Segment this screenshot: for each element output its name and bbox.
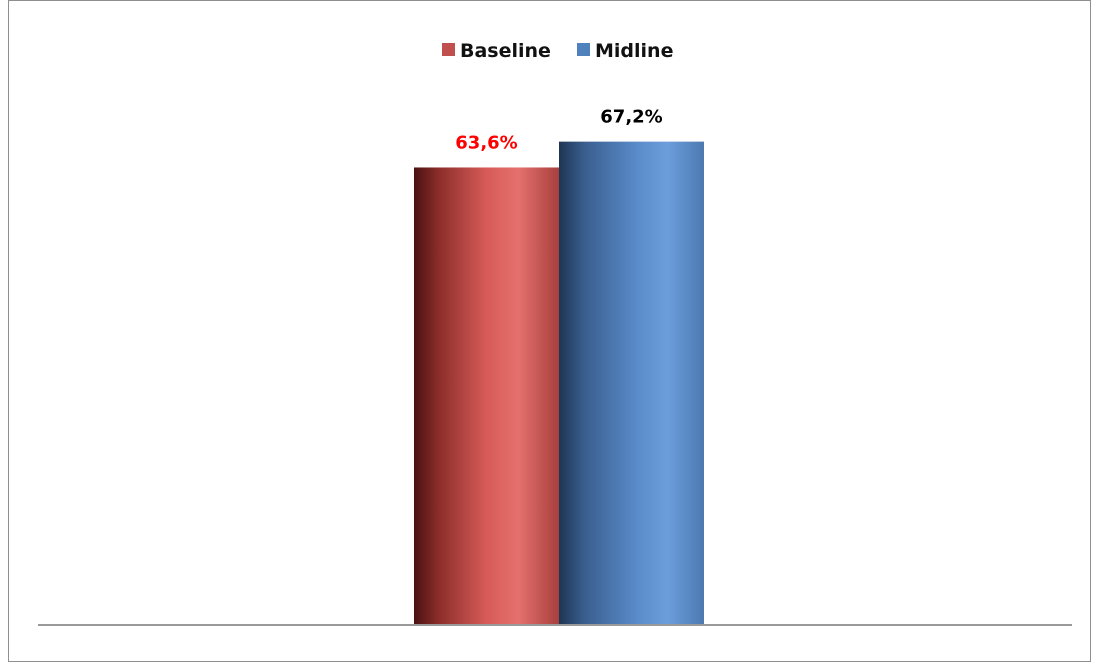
legend: Baseline Midline [442, 40, 673, 62]
bar-baseline [414, 167, 559, 624]
legend-swatch-baseline [442, 43, 455, 56]
bars [414, 141, 704, 624]
data-labels: 63,6% 67,2% [455, 107, 662, 154]
legend-swatch-midline [577, 43, 590, 56]
data-label-baseline: 63,6% [455, 132, 517, 153]
bar-midline [559, 141, 704, 624]
legend-label-baseline: Baseline [460, 40, 551, 62]
data-label-midline: 67,2% [600, 107, 662, 128]
legend-label-midline: Midline [595, 40, 673, 62]
